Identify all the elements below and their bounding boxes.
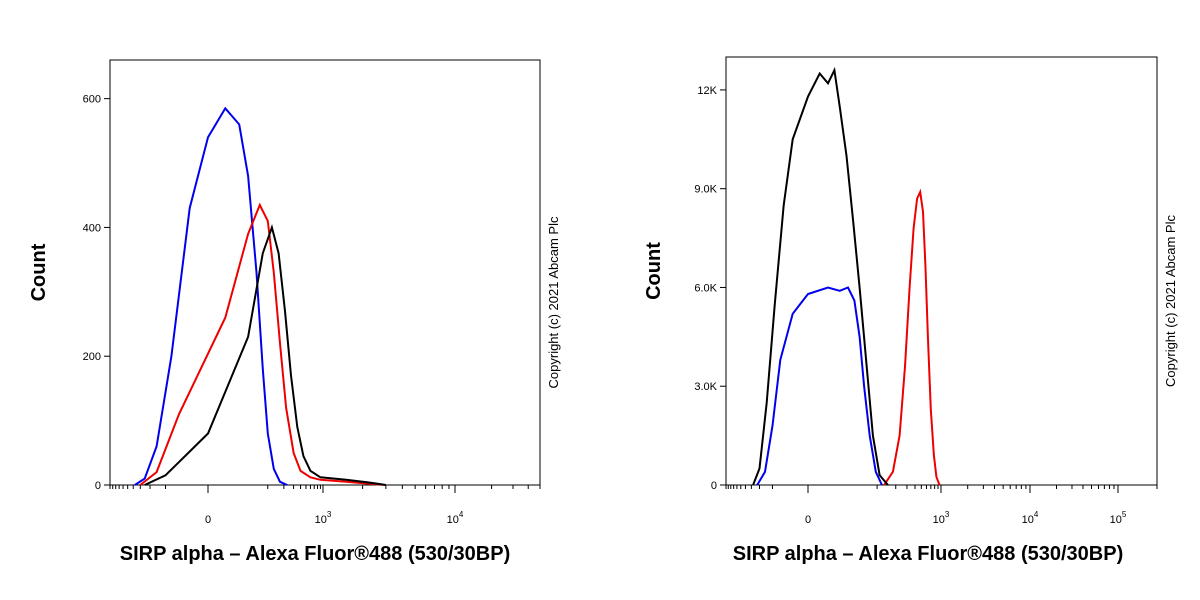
y-axis-title: Count [643,242,665,300]
x-tick-exponent: 4 [1034,510,1039,519]
x-tick-base: 10 [1110,514,1122,526]
histogram-series-3 [144,223,386,486]
histogram-series-1 [756,286,883,486]
plot-frame [725,56,1158,486]
x-tick-label: 103 [315,510,332,526]
x-tick-label: 0 [205,514,211,526]
y-tick-label: 3.0K [694,381,717,393]
x-tick-base: 10 [315,514,327,526]
x-tick-exponent: 3 [945,510,950,519]
y-tick-label: 12K [697,85,717,97]
histogram-series-2 [139,202,386,486]
x-axis-title: SIRP alpha – Alexa Fluor®488 (530/30BP) [733,543,1123,565]
y-tick-label: 6.0K [694,282,717,294]
y-tick-label: 0 [95,480,101,492]
x-tick-base: 10 [1022,514,1034,526]
copyright-notice: Copyright (c) 2021 Abcam Plc [1163,215,1178,387]
x-tick-base: 10 [933,514,945,526]
x-axis-title: SIRP alpha – Alexa Fluor®488 (530/30BP) [120,543,510,565]
x-tick-base: 0 [805,514,811,526]
plot-frame [109,59,541,486]
y-tick-label: 600 [83,94,101,106]
x-tick-label: 0 [805,514,811,526]
y-tick-label: 0 [711,480,717,492]
histogram-series-1 [134,106,288,486]
x-tick-base: 0 [205,514,211,526]
x-tick-exponent: 5 [1122,510,1127,519]
histogram-series-2 [883,188,941,486]
x-tick-label: 105 [1110,510,1127,526]
x-tick-exponent: 4 [459,510,464,519]
y-tick-label: 9.0K [694,184,717,196]
y-tick-label: 400 [83,222,101,234]
x-tick-exponent: 3 [327,510,332,519]
x-tick-base: 10 [447,514,459,526]
x-tick-label: 104 [447,510,464,526]
x-tick-label: 104 [1022,510,1039,526]
copyright-notice: Copyright (c) 2021 Abcam Plc [546,216,561,388]
y-tick-label: 200 [83,351,101,363]
x-tick-label: 103 [933,510,950,526]
histogram-series-3 [752,66,889,486]
y-axis-title: Count [28,243,50,301]
